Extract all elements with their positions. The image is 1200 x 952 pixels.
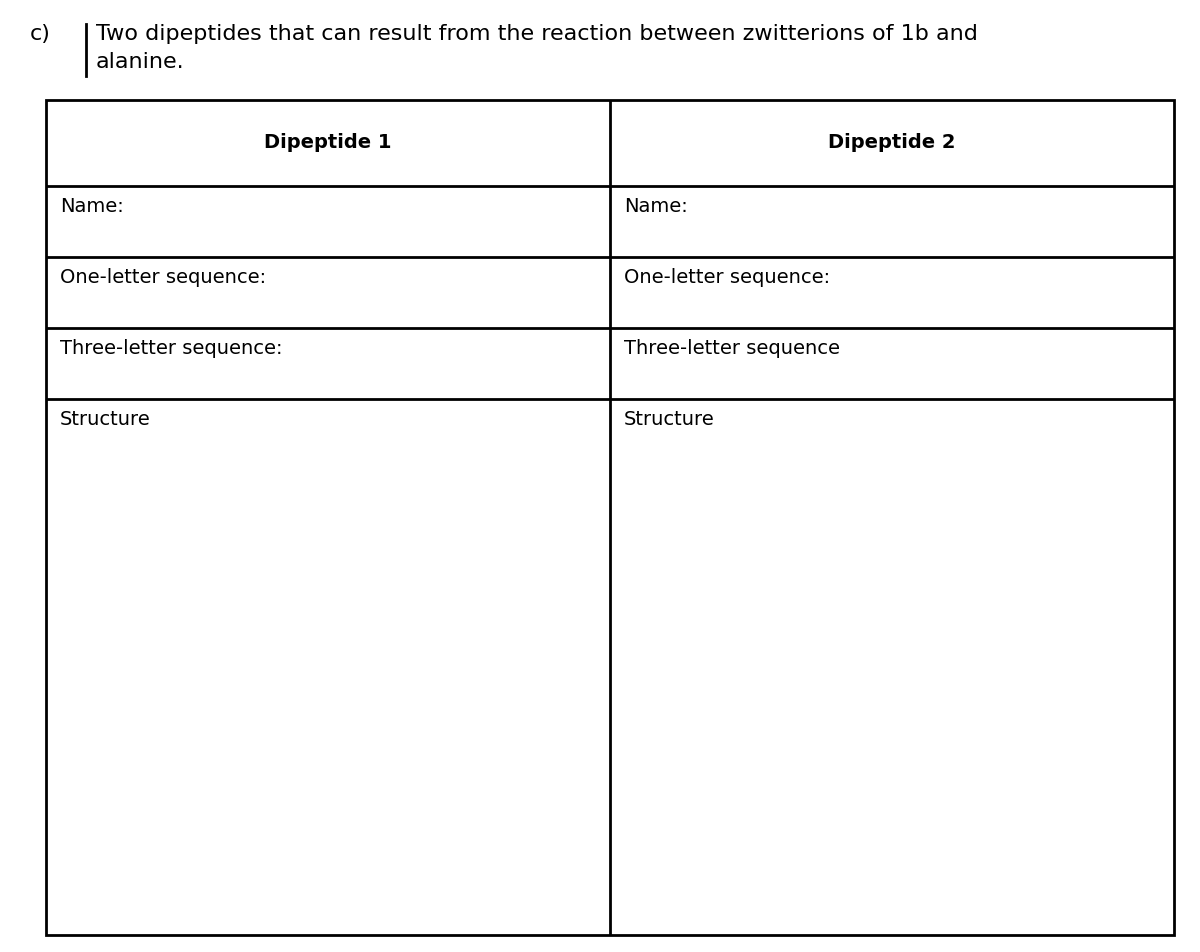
Text: Three-letter sequence:: Three-letter sequence: xyxy=(60,339,282,358)
Text: Dipeptide 2: Dipeptide 2 xyxy=(828,133,955,152)
Text: Name:: Name: xyxy=(624,197,688,216)
Text: Two dipeptides that can result from the reaction between zwitterions of 1b and: Two dipeptides that can result from the … xyxy=(96,24,978,44)
Text: Dipeptide 1: Dipeptide 1 xyxy=(264,133,391,152)
Text: One-letter sequence:: One-letter sequence: xyxy=(60,268,266,288)
Text: alanine.: alanine. xyxy=(96,52,185,72)
Text: c): c) xyxy=(30,24,50,44)
Text: Three-letter sequence: Three-letter sequence xyxy=(624,339,840,358)
Text: Structure: Structure xyxy=(60,410,151,429)
Text: Structure: Structure xyxy=(624,410,715,429)
Text: One-letter sequence:: One-letter sequence: xyxy=(624,268,830,288)
Bar xyxy=(46,100,1174,935)
Text: Name:: Name: xyxy=(60,197,124,216)
